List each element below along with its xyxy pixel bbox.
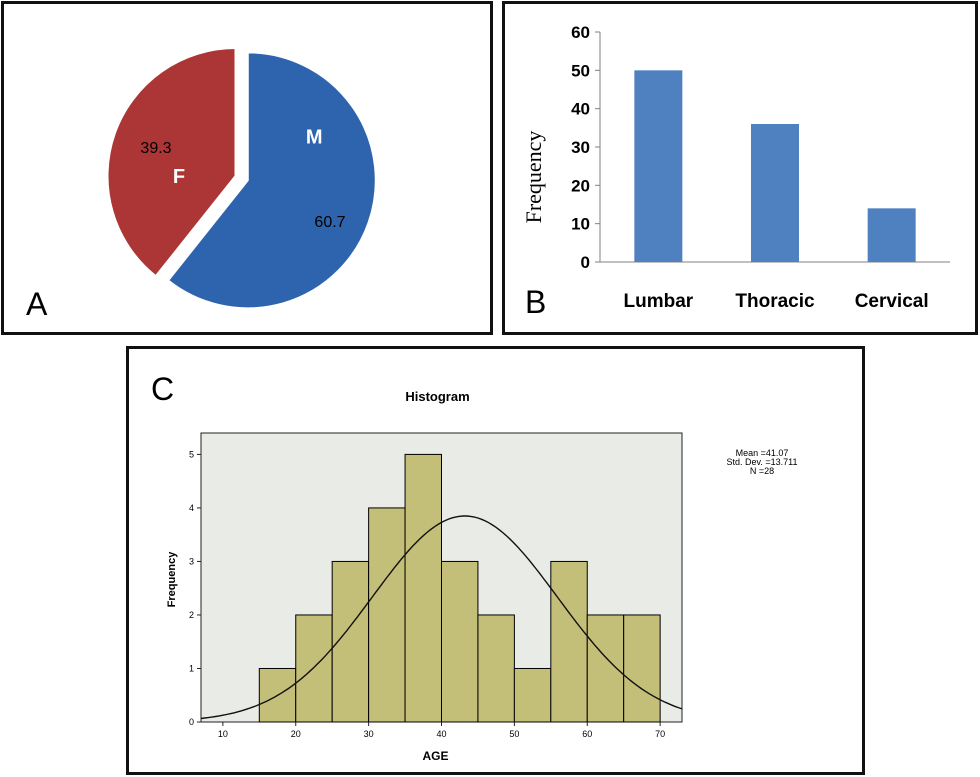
pie-value-f: 39.3	[140, 140, 171, 157]
x-tick-label-lumbar: Lumbar	[623, 291, 693, 312]
pie-slice-f	[106, 47, 237, 278]
bar-chart: 0 10 20 30 40 50 60 Lumbar Thoracic Cervical Frequ…	[521, 23, 950, 312]
stat-n: N =28	[749, 466, 775, 476]
x-tick-label: 30	[364, 729, 374, 739]
y-tick-label: 50	[571, 61, 590, 80]
y-tick-label: 3	[189, 556, 194, 566]
panel-a-letter: A	[26, 286, 48, 322]
bar-thoracic	[751, 124, 799, 262]
x-tick-label: 10	[218, 729, 228, 739]
pie-chart: M 60.7 F39.3	[106, 47, 377, 310]
y-tick-label: 60	[571, 23, 590, 42]
y-tick-label: 20	[571, 176, 590, 195]
x-tick-label: 70	[655, 729, 665, 739]
pie-label-f: F	[173, 166, 185, 188]
stat-mean: Mean =41.07	[735, 448, 789, 458]
y-axis-label: Frequency	[166, 551, 178, 608]
histogram-bar	[513, 667, 552, 723]
panel-c-letter: C	[151, 371, 175, 407]
histogram-bar	[477, 614, 515, 723]
chart-title: Histogram	[405, 389, 469, 404]
panel-a: M 60.7 F 39.3 A	[1, 1, 493, 335]
histogram-bar	[586, 614, 625, 723]
pie-slice-m	[166, 51, 377, 310]
y-tick-label: 10	[571, 215, 590, 234]
histogram-bar	[404, 453, 442, 723]
x-tick-label: 60	[582, 729, 592, 739]
histogram-bar	[368, 507, 406, 723]
y-tick-label: 4	[189, 503, 194, 513]
stat-std-dev: Std. Dev. =13.711	[726, 457, 798, 467]
histogram-bar	[623, 614, 661, 723]
normal-curve	[200, 515, 683, 720]
x-tick-label: 20	[291, 729, 301, 739]
panel-b: 0 10 20 30 40 50 60 Lumbar Thoracic Cervical Frequ…	[502, 1, 978, 335]
pie-label-m: M	[306, 127, 323, 149]
pie-value-m: 60.7	[314, 214, 345, 231]
x-tick-label-thoracic: Thoracic	[735, 291, 815, 312]
y-axis-label: Frequency	[521, 131, 546, 224]
histogram-bar	[550, 560, 588, 723]
y-tick-label: 30	[571, 138, 590, 157]
y-tick-label: 0	[189, 717, 194, 727]
histogram-chart: Histogram 10 20 30 40 50 60 70 0 1 2 3 4 5 AGE Frequenc…	[166, 389, 683, 763]
histogram-bar	[295, 614, 333, 723]
y-tick-label: 1	[189, 663, 194, 673]
x-tick-label: 40	[436, 729, 446, 739]
y-tick-label: 40	[571, 100, 590, 119]
panel-c: Histogram 10 20 30 40 50 60 70 0 1 2 3 4 5 AGE Frequenc…	[126, 346, 865, 775]
x-tick-label: 50	[509, 729, 519, 739]
bar-lumbar	[634, 70, 683, 262]
bar-cervical	[867, 208, 916, 262]
y-tick-label: 0	[581, 253, 590, 272]
y-tick-label: 5	[189, 449, 194, 459]
x-tick-label-cervical: Cervical	[855, 291, 929, 312]
x-axis-label: AGE	[422, 749, 448, 763]
histogram-bar	[441, 560, 479, 723]
panel-b-letter: B	[525, 284, 547, 320]
y-tick-label: 2	[189, 610, 194, 620]
